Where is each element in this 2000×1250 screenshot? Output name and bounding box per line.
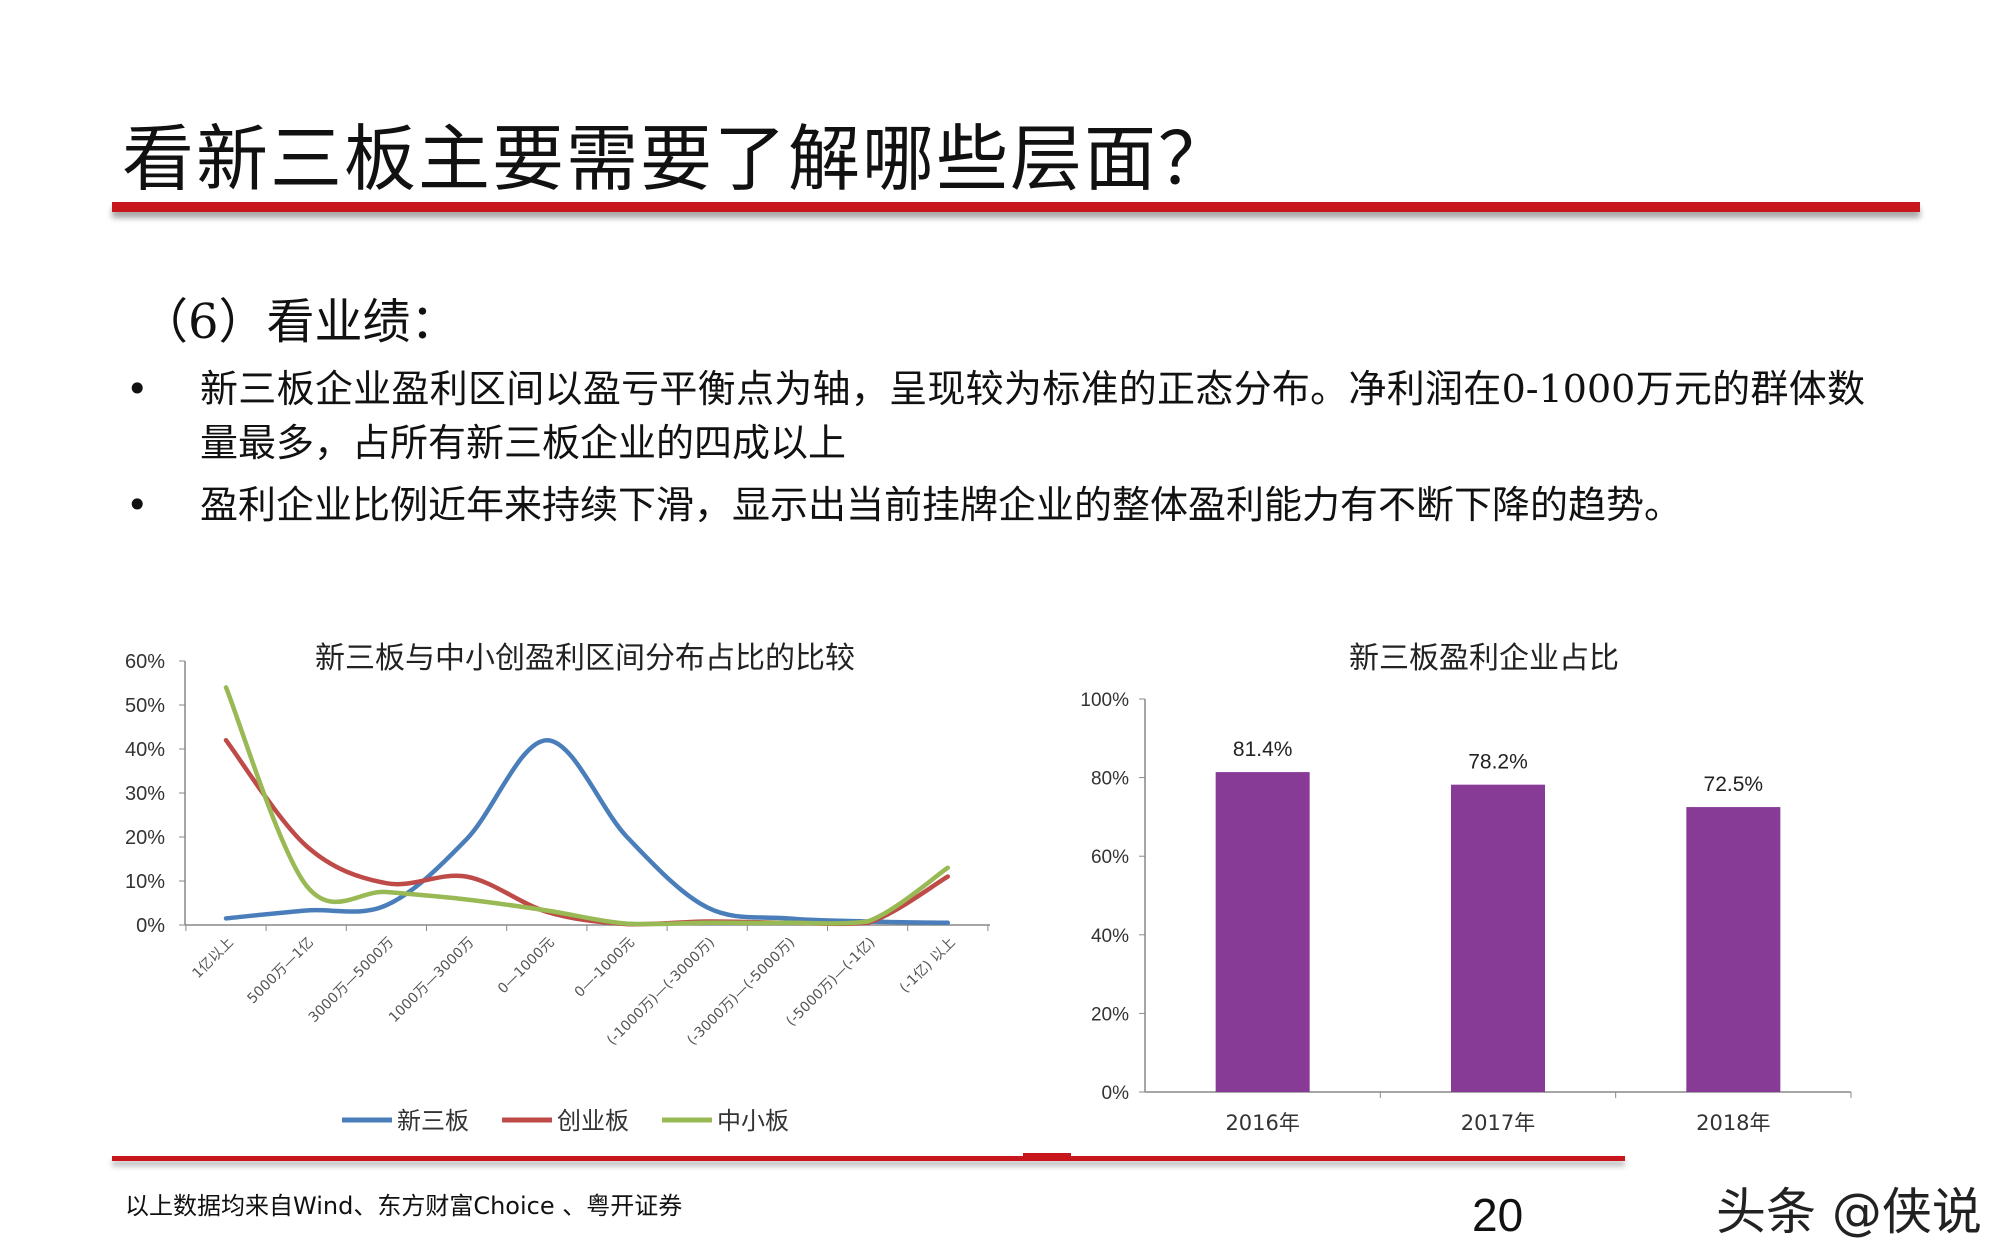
bullet-text: 盈利企业比例近年来持续下滑，显示出当前挂牌企业的整体盈利能力有不断下降的趋势。 [200,483,1683,527]
y-tick-label: 10% [125,871,165,893]
y-tick-label: 20% [1091,1004,1129,1025]
footer-divider [112,1156,1625,1161]
y-tick-label: 0% [136,915,165,937]
bar-2018年 [1686,807,1781,1092]
x-tick-label: 2016年 [1225,1111,1299,1135]
series-line-3 [223,685,951,927]
slide-title: 看新三板主要需要了解哪些层面？ [122,117,1233,201]
data-label: 78.2% [1468,751,1528,774]
section-heading: （6）看业绩： [140,294,459,350]
title-divider [112,202,1920,212]
series-line-1 [223,737,951,926]
bar-2017年 [1451,784,1545,1092]
bar-chart-title: 新三板盈利企业占比 [1349,641,1619,676]
x-tick-label: (-1亿) 以上 [897,935,959,997]
legend-label: 新三板 [397,1107,469,1135]
y-tick-label: 100% [1080,690,1129,711]
y-tick-label: 80% [1091,769,1129,790]
x-tick-label: 5000万—1亿 [245,935,318,1008]
bar-2016年 [1215,772,1310,1092]
footer-divider-mark [1023,1153,1071,1158]
line-chart-title: 新三板与中小创盈利区间分布占比的比较 [315,641,855,676]
y-tick-label: 0% [1102,1083,1130,1104]
legend-label: 中小板 [717,1107,789,1135]
x-tick-label: 0—1000元 [495,935,558,998]
x-tick-label: 0—-1000元 [572,935,638,1001]
x-tick-label: 2018年 [1696,1111,1770,1135]
x-tick-label: (-5000万)—(-1亿) [783,935,878,1030]
x-tick-label: 3000万—5000万 [306,935,397,1026]
data-label: 72.5% [1704,773,1764,796]
watermark-logo: 头条 @侠说 [1716,1183,1982,1241]
page-number: 20 [1472,1189,1524,1241]
legend-label: 创业板 [557,1107,629,1135]
y-tick-label: 40% [125,739,165,761]
y-tick-label: 60% [1091,847,1129,868]
y-tick-label: 60% [125,651,165,673]
y-tick-label: 40% [1091,926,1129,947]
y-tick-label: 20% [125,827,165,849]
x-tick-label: 1000万—3000万 [386,935,477,1026]
x-tick-label: 2017年 [1461,1111,1535,1135]
bullet-marker: • [126,483,149,527]
y-tick-label: 50% [125,695,165,717]
bar-chart: 新三板盈利企业占比 0% 20% 40% 60% 80% 100% 81.4% 2016年 78… [1080,641,1852,1135]
y-tick-label: 30% [125,783,165,805]
bullet-marker: • [126,367,149,411]
line-chart: 新三板与中小创盈利区间分布占比的比较 0% 10% 20% 30% 40% 50% 60% 1… [125,641,990,1135]
source-note: 以上数据均来自Wind、东方财富Choice 、粤开证券 [125,1192,683,1220]
series-line-2 [223,737,951,927]
x-tick-label: 1亿以上 [190,935,237,982]
bullet-text: 新三板企业盈利区间以盈亏平衡点为轴，呈现较为标准的正态分布。净利润在0-1000… [200,367,1865,465]
data-label: 81.4% [1233,738,1293,761]
